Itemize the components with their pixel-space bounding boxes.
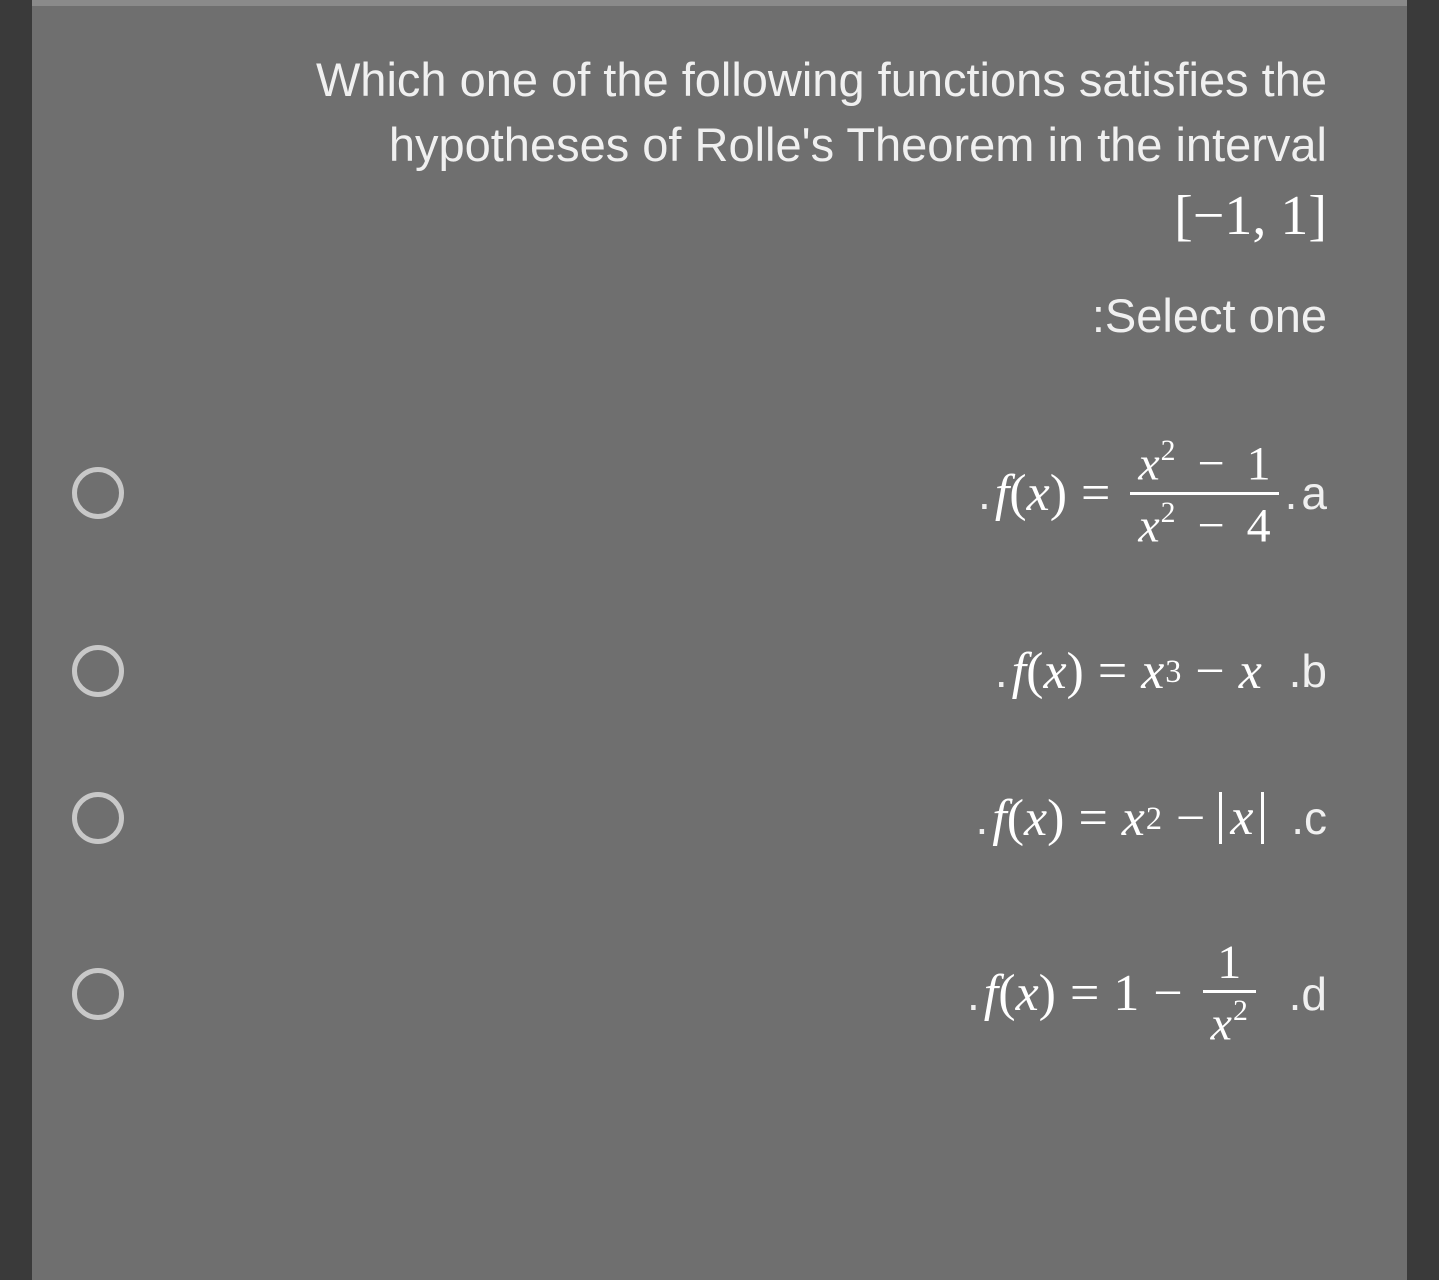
- option-row-d: . f(x) = 1 − 1 x2 .d: [72, 936, 1327, 1052]
- question-panel: Which one of the following functions sat…: [32, 0, 1407, 1280]
- question-line-2: hypotheses of Rolle's Theorem in the int…: [389, 118, 1327, 171]
- period-a: .: [978, 466, 991, 520]
- option-letter-c: .c: [1278, 791, 1327, 845]
- radio-a[interactable]: [72, 467, 124, 519]
- option-letter-a: a: [1301, 466, 1327, 520]
- period-a2: .: [1285, 466, 1298, 520]
- period-c: .: [975, 791, 988, 845]
- formula-c: . f(x) = x2 − x .c: [975, 789, 1327, 848]
- radio-d[interactable]: [72, 968, 124, 1020]
- formula-d: . f(x) = 1 − 1 x2 .d: [967, 936, 1327, 1052]
- fraction-a: x2 − 1 x2 − 4: [1130, 433, 1278, 554]
- formula-a: . f(x) = x2 − 1 x2 −: [978, 433, 1327, 554]
- option-letter-d: .d: [1276, 967, 1327, 1021]
- math-b: f(x) = x3 − x: [1012, 642, 1262, 701]
- options-list: . f(x) = x2 − 1 x2 −: [72, 433, 1327, 1052]
- option-letter-b: .b: [1276, 644, 1327, 698]
- fraction-d: 1 x2: [1203, 936, 1256, 1052]
- abs-c: x: [1219, 792, 1264, 844]
- radio-c[interactable]: [72, 792, 124, 844]
- interval: [−1, 1]: [72, 184, 1327, 248]
- radio-b[interactable]: [72, 645, 124, 697]
- option-row-a: . f(x) = x2 − 1 x2 −: [72, 433, 1327, 554]
- select-one-label: :Select one: [72, 288, 1327, 343]
- option-row-c: . f(x) = x2 − x .c: [72, 789, 1327, 848]
- formula-b: . f(x) = x3 − x .b: [995, 642, 1327, 701]
- question-text: Which one of the following functions sat…: [72, 48, 1327, 178]
- period-d: .: [967, 967, 980, 1021]
- question-line-1: Which one of the following functions sat…: [316, 53, 1327, 106]
- option-row-b: . f(x) = x3 − x .b: [72, 642, 1327, 701]
- math-a: f(x) = x2 − 1 x2 − 4: [995, 433, 1285, 554]
- interval-value: [−1, 1]: [1174, 185, 1327, 247]
- math-c: f(x) = x2 − x: [992, 789, 1264, 848]
- period-b: .: [995, 644, 1008, 698]
- outer-frame: Which one of the following functions sat…: [0, 0, 1439, 1280]
- math-d: f(x) = 1 − 1 x2: [984, 936, 1262, 1052]
